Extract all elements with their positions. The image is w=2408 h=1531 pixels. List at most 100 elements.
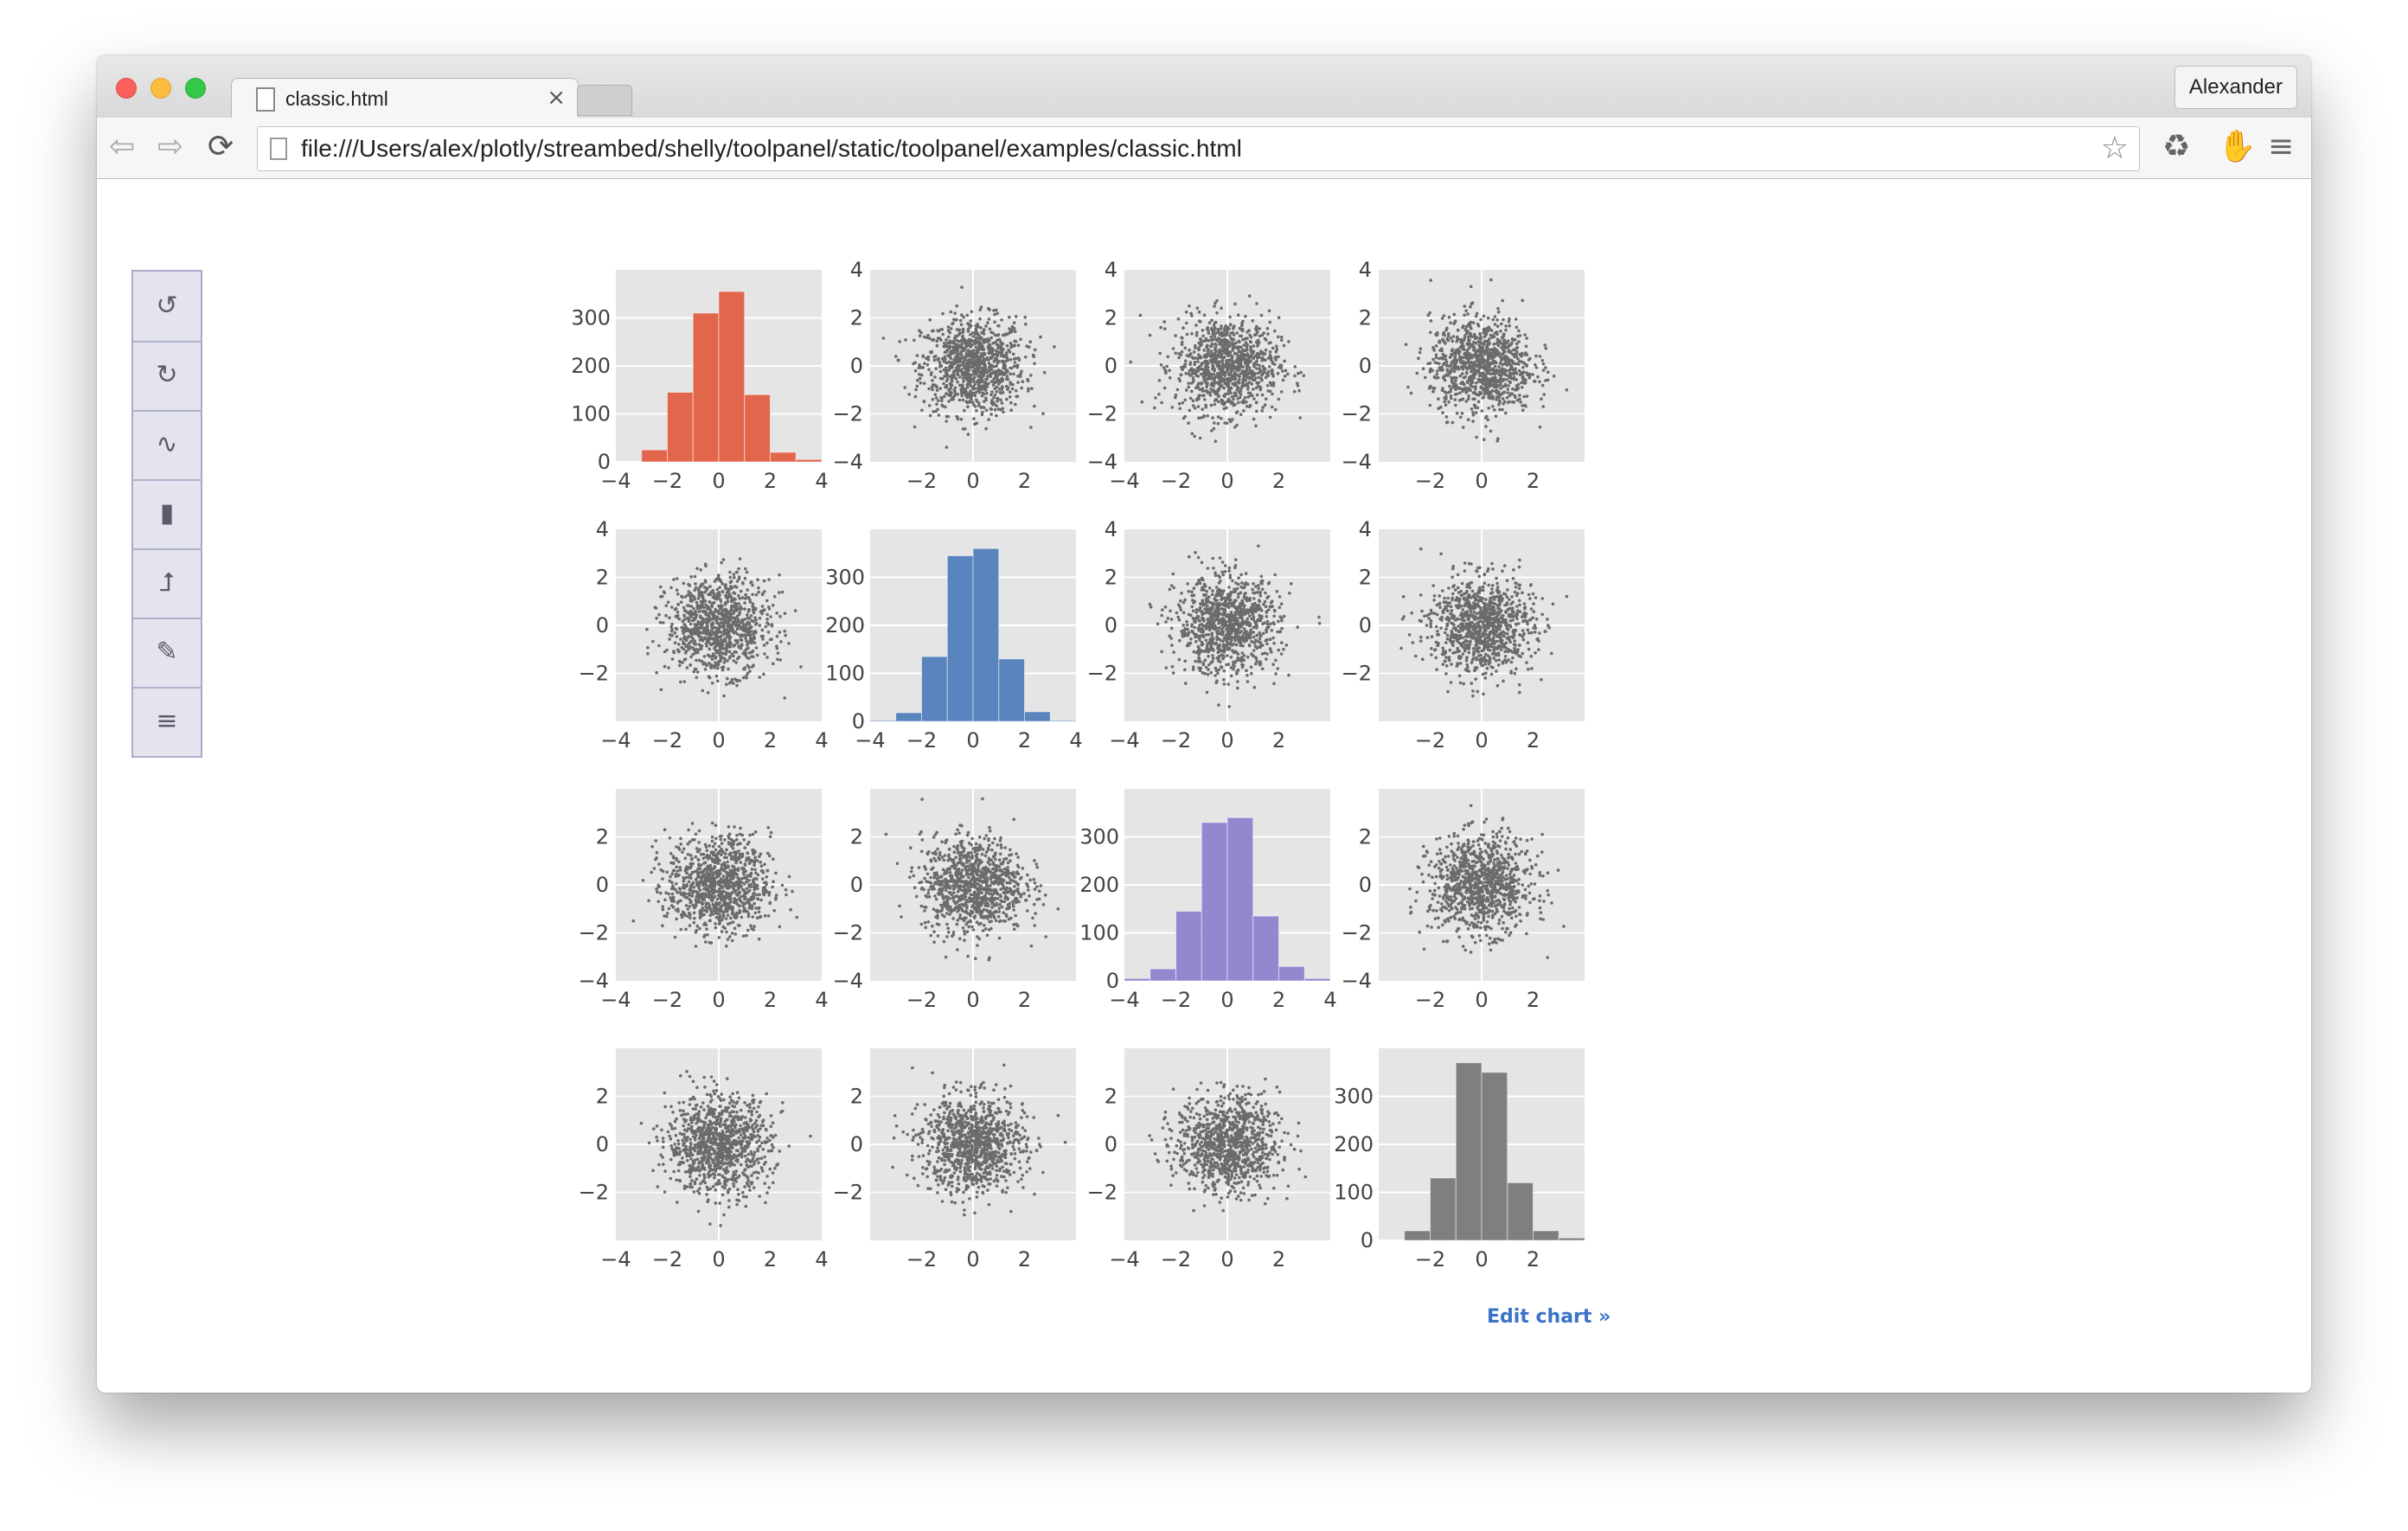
modebar-axes-button[interactable]: ⮥ xyxy=(133,548,201,619)
scatter-point xyxy=(1200,623,1204,626)
scatter-point xyxy=(1014,402,1017,407)
scatter-point xyxy=(1480,355,1484,358)
ytick-label: −4 xyxy=(833,450,863,474)
scatter-point xyxy=(952,348,956,352)
scatter-point xyxy=(925,356,928,360)
minimize-window-icon[interactable] xyxy=(150,78,171,99)
browser-tab[interactable]: classic.html × xyxy=(231,78,579,120)
scatter-point xyxy=(913,361,917,365)
scatter-point xyxy=(1005,375,1009,378)
scatter-point xyxy=(1510,337,1515,341)
scatter-point xyxy=(1009,400,1013,405)
scatter-point xyxy=(1217,573,1220,578)
scatter-point xyxy=(1236,364,1240,368)
scatter-point xyxy=(1166,617,1170,620)
new-tab-button[interactable] xyxy=(577,85,632,116)
scatter-point xyxy=(1203,359,1207,363)
scatter-point xyxy=(1492,343,1495,346)
url-input[interactable] xyxy=(299,131,2085,167)
scatter-point xyxy=(1474,356,1478,360)
scatter-point xyxy=(1019,337,1022,342)
modebar-file-button[interactable]: ▮ xyxy=(133,479,201,550)
scatter-point xyxy=(1260,652,1265,656)
scatter-point xyxy=(765,599,769,603)
scatter-point xyxy=(1222,682,1226,686)
modebar-undo-button[interactable]: ↺ xyxy=(133,272,201,343)
recycle-extension-icon[interactable]: ♻ xyxy=(2162,129,2191,164)
scatter-point xyxy=(1008,316,1011,319)
hand-extension-icon[interactable]: ✋ xyxy=(2218,129,2257,164)
scatter-point xyxy=(745,656,749,659)
scatter-point xyxy=(1159,325,1162,330)
scatter-point xyxy=(1298,416,1302,420)
close-tab-icon[interactable]: × xyxy=(547,85,566,111)
scatter-point xyxy=(940,357,945,361)
scatter-point xyxy=(1180,349,1184,354)
scatter-point xyxy=(1489,429,1493,433)
scatter-point xyxy=(1267,365,1271,368)
scatter-point xyxy=(930,371,933,375)
scatter-point xyxy=(1468,388,1472,392)
scatter-point xyxy=(1248,391,1252,395)
scatter-point xyxy=(1496,310,1501,314)
menu-icon[interactable]: ≡ xyxy=(2268,129,2295,164)
modebar-edit-button[interactable]: ✎ xyxy=(133,618,201,689)
scatter-point xyxy=(1009,390,1012,394)
scatter-point xyxy=(985,375,989,378)
address-bar[interactable]: ☆ xyxy=(257,126,2140,171)
scatter-point xyxy=(1176,317,1181,321)
scatter-point xyxy=(1214,356,1219,359)
scatter-point xyxy=(1165,364,1169,368)
scatter-point xyxy=(1223,400,1227,405)
scatter-point xyxy=(1504,373,1508,377)
scatter-point xyxy=(1217,400,1220,404)
scatter-point xyxy=(937,356,940,361)
scatter-point xyxy=(1208,394,1213,397)
scatter-point xyxy=(1220,345,1224,349)
bookmark-star-icon[interactable]: ☆ xyxy=(2100,131,2129,166)
scatter-point xyxy=(903,386,906,389)
scatter-point xyxy=(1534,354,1538,358)
scatter-point xyxy=(1213,402,1217,407)
scatter-point xyxy=(1235,410,1239,413)
scatter-point xyxy=(1233,623,1237,627)
scatter-point xyxy=(1265,642,1269,646)
scatter-point xyxy=(1268,350,1272,354)
scatter-point xyxy=(1515,345,1520,349)
maximize-window-icon[interactable] xyxy=(185,78,206,99)
modebar-redo-button[interactable]: ↻ xyxy=(133,341,201,412)
scatter-point xyxy=(1415,371,1419,375)
scatter-point xyxy=(714,610,718,613)
profile-button[interactable]: Alexander xyxy=(2174,66,2297,109)
scatter-point xyxy=(1254,400,1258,405)
scatter-point xyxy=(760,628,765,632)
scatter-point xyxy=(1499,387,1502,390)
scatter-point xyxy=(718,586,721,589)
scatter-point xyxy=(1265,619,1270,624)
close-window-icon[interactable] xyxy=(116,78,137,99)
scatter-point xyxy=(1004,332,1008,336)
scatter-point xyxy=(1220,561,1225,564)
scatter-point xyxy=(1246,655,1250,659)
scatter-point xyxy=(1461,426,1465,429)
scatter-point xyxy=(732,591,735,595)
back-icon[interactable]: ⇦ xyxy=(109,129,136,164)
modebar-menu-button[interactable]: ≡ xyxy=(133,687,201,758)
scatter-point xyxy=(799,665,803,669)
scatter-point xyxy=(1262,352,1265,356)
scatter-point xyxy=(732,654,735,658)
scatter-point xyxy=(703,629,708,632)
scatter-point xyxy=(993,333,997,337)
scatter-point xyxy=(1182,624,1185,627)
scatter-point xyxy=(684,638,688,642)
forward-icon[interactable]: ⇨ xyxy=(157,129,184,164)
scatter-point xyxy=(907,393,911,396)
scatter-point xyxy=(1486,380,1490,384)
scatter-point xyxy=(728,645,732,649)
modebar-trace-button[interactable]: ∿ xyxy=(133,410,201,481)
scatter-point xyxy=(730,604,734,608)
scatter-point xyxy=(940,403,944,407)
scatter-point xyxy=(955,353,959,357)
reload-icon[interactable]: ⟳ xyxy=(208,129,234,164)
scatter-point xyxy=(993,312,996,317)
